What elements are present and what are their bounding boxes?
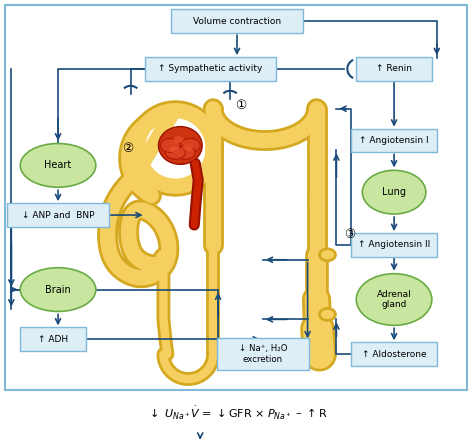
Text: Lung: Lung [382,187,406,197]
Text: ③: ③ [344,228,355,242]
Ellipse shape [158,127,202,164]
Ellipse shape [161,139,180,152]
FancyBboxPatch shape [351,129,438,152]
Text: ②: ② [122,142,133,155]
Ellipse shape [319,309,336,321]
Ellipse shape [319,249,336,261]
FancyBboxPatch shape [356,57,432,81]
Ellipse shape [20,268,96,311]
Ellipse shape [170,146,180,153]
Ellipse shape [180,139,200,152]
Text: ↓ Na⁺, H₂O
excretion: ↓ Na⁺, H₂O excretion [238,345,287,364]
Ellipse shape [356,274,432,325]
Text: ①: ① [236,99,246,112]
FancyBboxPatch shape [172,9,302,33]
Ellipse shape [362,170,426,214]
Text: Heart: Heart [45,160,72,170]
Ellipse shape [183,144,193,151]
Text: ↑ Aldosterone: ↑ Aldosterone [362,350,427,359]
FancyBboxPatch shape [217,338,309,370]
FancyBboxPatch shape [351,342,438,366]
Text: ↑ Renin: ↑ Renin [376,64,412,73]
Text: ↑ ADH: ↑ ADH [38,335,68,344]
Text: Brain: Brain [45,285,71,294]
FancyBboxPatch shape [8,203,109,227]
Ellipse shape [20,143,96,187]
Text: $\downarrow$ $U_{Na^+}\dot{V}$ = $\downarrow$GFR × $P_{Na^+}$ – $\uparrow$R: $\downarrow$ $U_{Na^+}\dot{V}$ = $\downa… [146,405,328,422]
Text: ↑ Angiotensin II: ↑ Angiotensin II [358,240,430,250]
FancyBboxPatch shape [145,57,276,81]
Ellipse shape [140,113,210,184]
Text: ↑ Angiotensin I: ↑ Angiotensin I [359,136,429,145]
Ellipse shape [173,136,183,143]
FancyBboxPatch shape [20,327,86,351]
FancyBboxPatch shape [351,233,438,257]
Text: Volume contraction: Volume contraction [193,17,281,26]
Text: ↑ Sympathetic activity: ↑ Sympathetic activity [158,64,262,73]
Ellipse shape [175,146,195,159]
Text: ↓ ANP and  BNP: ↓ ANP and BNP [22,210,94,219]
Text: Adrenal
gland: Adrenal gland [377,290,411,309]
Ellipse shape [165,146,185,159]
